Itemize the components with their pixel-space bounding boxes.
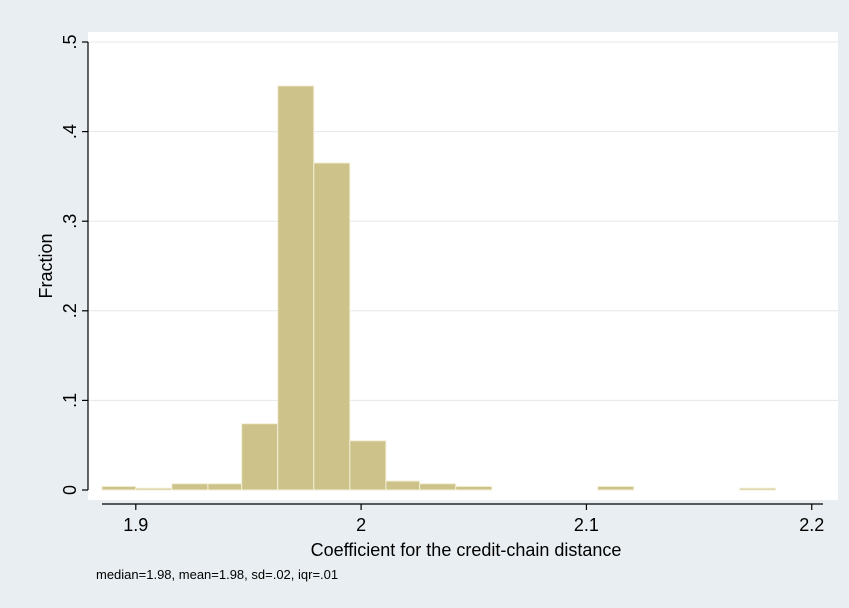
histogram-bar (101, 485, 137, 491)
x-tick-label: 1.9 (123, 515, 148, 535)
x-tick-label: 2 (356, 515, 366, 535)
y-tick-label: .5 (60, 34, 80, 49)
plot-area (88, 32, 838, 500)
histogram-bar (419, 483, 457, 491)
histogram-bar (455, 485, 493, 491)
histogram-bar (207, 483, 243, 491)
grid-lines (88, 41, 838, 401)
histogram-bar (349, 440, 387, 491)
summary-note: median=1.98, mean=1.98, sd=.02, iqr=.01 (96, 567, 339, 582)
y-axis: 0 .1 .2 .3 .4 .5 (60, 34, 89, 495)
histogram-bar (135, 487, 173, 491)
bars (101, 85, 777, 491)
y-axis-label: Fraction (36, 233, 56, 298)
y-tick-label: .1 (60, 393, 80, 408)
histogram-bar (739, 487, 777, 491)
x-axis: 1.9 2 2.1 2.2 (102, 503, 824, 535)
histogram-bar (241, 423, 279, 491)
y-tick-label: 0 (60, 485, 80, 495)
x-tick-label: 2.1 (574, 515, 599, 535)
y-tick-label: .3 (60, 214, 80, 229)
histogram-bar (313, 162, 351, 491)
x-tick-label: 2.2 (799, 515, 824, 535)
histogram-bar (171, 483, 209, 491)
y-tick-label: .2 (60, 303, 80, 318)
histogram-bar (277, 85, 315, 491)
histogram-bar (385, 480, 421, 491)
y-tick-label: .4 (60, 124, 80, 139)
histogram-bar (597, 485, 635, 491)
x-axis-label: Coefficient for the credit-chain distanc… (311, 540, 622, 560)
